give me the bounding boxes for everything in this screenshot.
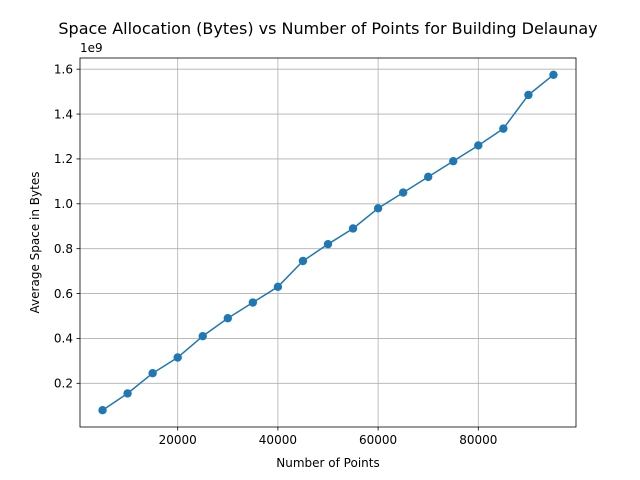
x-axis-label: Number of Points xyxy=(276,456,379,470)
data-point xyxy=(298,256,308,266)
data-point xyxy=(223,314,232,323)
x-tick-label: 60000 xyxy=(359,433,397,447)
y-tick-label: 1.6 xyxy=(54,62,73,76)
y-axis-offset-label: 1e9 xyxy=(80,41,103,55)
data-point xyxy=(173,353,182,362)
data-point xyxy=(499,124,508,133)
data-point xyxy=(323,239,333,249)
data-point xyxy=(98,406,107,415)
x-tick-label: 40000 xyxy=(259,433,297,447)
data-point xyxy=(273,282,283,292)
y-tick-label: 0.6 xyxy=(54,287,73,301)
data-point xyxy=(474,141,483,150)
y-tick-label: 0.4 xyxy=(54,332,73,346)
x-tick-label: 80000 xyxy=(459,433,497,447)
x-tick-label: 20000 xyxy=(159,433,197,447)
data-point xyxy=(449,156,458,166)
grid-lines xyxy=(80,58,576,427)
data-point xyxy=(348,224,358,233)
data-point xyxy=(424,172,433,182)
data-point xyxy=(198,331,207,341)
data-point xyxy=(373,204,383,213)
axis-ticks: 20000 40000 60000 80000 0.2 0.4 0.6 0.8 1.0 1.2 1.… xyxy=(54,62,497,447)
data-series xyxy=(98,70,558,415)
y-tick-label: 0.8 xyxy=(54,242,73,256)
y-tick-label: 1.4 xyxy=(54,107,73,121)
y-tick-label: 1.2 xyxy=(54,152,73,166)
y-axis-label: Average Space in Bytes xyxy=(28,172,42,314)
y-tick-label: 1.0 xyxy=(54,197,73,211)
y-tick-label: 0.2 xyxy=(54,377,73,391)
chart-title: Space Allocation (Bytes) vs Number of Po… xyxy=(58,19,597,38)
data-point xyxy=(549,70,558,79)
data-point xyxy=(524,90,533,100)
plot-area-frame xyxy=(79,57,577,428)
data-point xyxy=(148,368,157,378)
data-point xyxy=(398,188,408,197)
data-point xyxy=(123,389,132,398)
data-point xyxy=(248,298,258,307)
